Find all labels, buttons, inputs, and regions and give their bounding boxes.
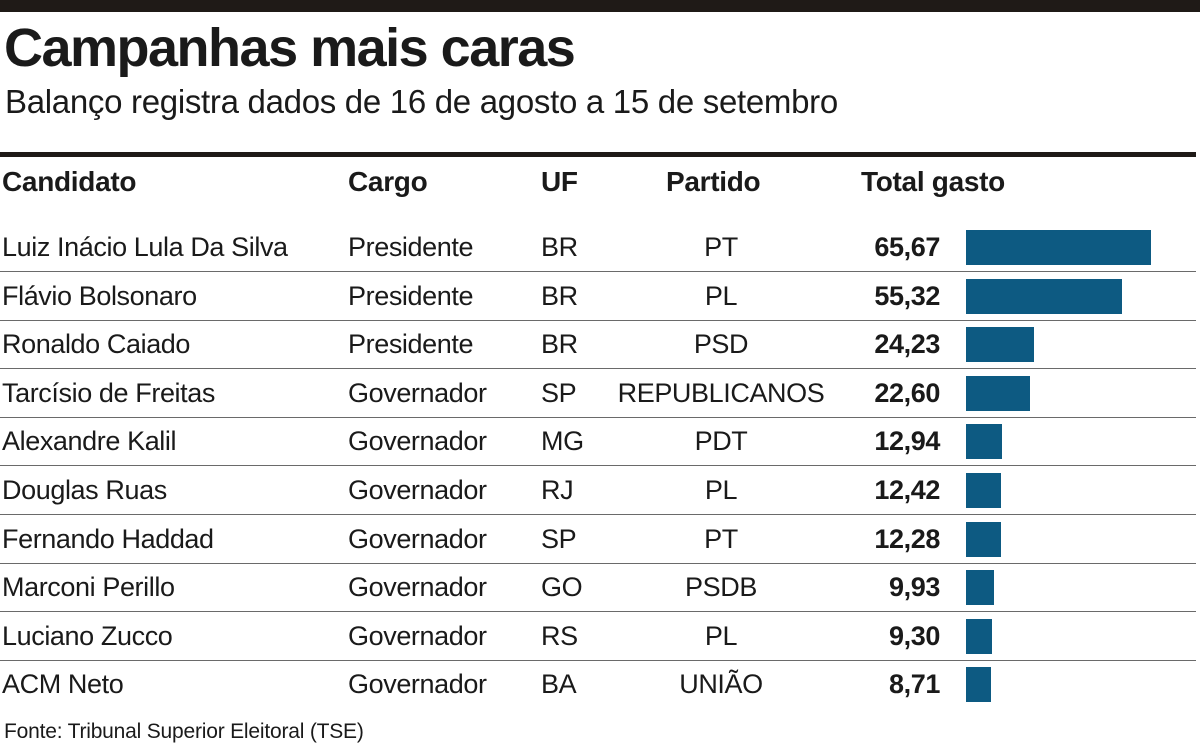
state: BR bbox=[541, 280, 578, 311]
candidate-name: Luiz Inácio Lula Da Silva bbox=[2, 232, 288, 262]
source-note: Fonte: Tribunal Superior Eleitoral (TSE) bbox=[4, 720, 364, 743]
office: Governador bbox=[348, 475, 487, 505]
state: SP bbox=[541, 377, 577, 408]
table-row: Ronaldo Caiado Presidente BR PSD 24,23 bbox=[0, 320, 1196, 370]
office: Governador bbox=[348, 426, 487, 457]
candidate-name: Flávio Bolsonaro bbox=[2, 280, 197, 311]
header-total-gasto: Total gasto bbox=[861, 166, 1005, 197]
office: Presidente bbox=[348, 280, 474, 311]
spending-bar bbox=[966, 473, 1001, 508]
total-spent: 9,30 bbox=[889, 620, 940, 651]
state: BA bbox=[541, 669, 577, 700]
total-spent: 12,28 bbox=[874, 523, 940, 554]
office: Governador bbox=[348, 669, 487, 700]
party: PSDB bbox=[685, 572, 757, 603]
party: PSD bbox=[693, 329, 749, 360]
spending-bar bbox=[966, 327, 1034, 363]
state: BR bbox=[541, 329, 578, 360]
candidate-name: Luciano Zucco bbox=[2, 620, 173, 651]
spending-bar bbox=[966, 570, 994, 606]
party: REPUBLICANOS bbox=[617, 377, 825, 408]
candidate-name: Marconi Perillo bbox=[2, 572, 175, 603]
table-row: Marconi Perillo Governador GO PSDB 9,93 bbox=[0, 563, 1196, 613]
table-row: Tarcísio de Freitas Governador SP REPUBLICA… bbox=[0, 369, 1196, 418]
state: RJ bbox=[541, 475, 574, 505]
state: BR bbox=[541, 232, 578, 262]
state: RS bbox=[541, 620, 578, 651]
state: MG bbox=[541, 426, 584, 457]
party: PL bbox=[704, 475, 738, 505]
total-spent: 12,94 bbox=[874, 426, 940, 457]
office: Governador bbox=[348, 572, 487, 603]
party: PDT bbox=[694, 426, 748, 457]
total-spent: 22,60 bbox=[874, 377, 940, 408]
party: PT bbox=[704, 523, 738, 554]
candidate-name: Douglas Ruas bbox=[2, 475, 167, 505]
party: PL bbox=[704, 620, 738, 651]
header-rule bbox=[0, 152, 1196, 157]
table-row: Flávio Bolsonaro Presidente BR PL 55,32 bbox=[0, 272, 1196, 321]
table-row: Luciano Zucco Governador RS PL 9,30 bbox=[0, 612, 1196, 661]
spending-bar bbox=[966, 618, 992, 654]
office: Governador bbox=[348, 377, 487, 408]
spending-bar bbox=[966, 230, 1151, 265]
candidate-name: Fernando Haddad bbox=[2, 523, 214, 554]
header-cargo: Cargo bbox=[348, 166, 428, 197]
party: PT bbox=[704, 232, 738, 262]
party: UNIÃO bbox=[679, 669, 763, 700]
spending-bar bbox=[966, 424, 1002, 460]
table-row: Fernando Haddad Governador SP PT 12,28 bbox=[0, 515, 1196, 564]
candidate-name: Ronaldo Caiado bbox=[2, 329, 191, 360]
spending-bar bbox=[966, 375, 1030, 411]
spending-bar bbox=[966, 667, 991, 703]
total-spent: 12,42 bbox=[874, 475, 940, 505]
office: Presidente bbox=[348, 329, 474, 360]
state: GO bbox=[541, 572, 583, 603]
total-spent: 24,23 bbox=[874, 329, 940, 360]
candidate-name: Alexandre Kalil bbox=[2, 426, 177, 457]
total-spent: 65,67 bbox=[874, 232, 940, 262]
table-row: Douglas Ruas Governador RJ PL 12,42 bbox=[0, 466, 1196, 515]
header-candidato: Candidato bbox=[2, 166, 137, 197]
candidate-name: Tarcísio de Freitas bbox=[2, 377, 215, 408]
party: PL bbox=[704, 280, 738, 311]
chart-title: Campanhas mais caras bbox=[4, 18, 576, 78]
office: Governador bbox=[348, 620, 487, 651]
total-spent: 9,93 bbox=[889, 572, 940, 603]
total-spent: 8,71 bbox=[889, 669, 940, 700]
table-row: Luiz Inácio Lula Da Silva Presidente BR PT 6… bbox=[0, 223, 1196, 272]
header-uf: UF bbox=[541, 166, 578, 197]
table-row: Alexandre Kalil Governador MG PDT 12,94 bbox=[0, 417, 1196, 467]
spending-bar bbox=[966, 521, 1001, 557]
top-rule bbox=[0, 0, 1200, 12]
table-row: ACM Neto Governador BA UNIÃO 8,71 bbox=[0, 660, 1196, 708]
total-spent: 55,32 bbox=[874, 280, 940, 311]
office: Presidente bbox=[348, 232, 474, 262]
candidate-name: ACM Neto bbox=[2, 669, 124, 700]
spending-bar bbox=[966, 278, 1122, 314]
office: Governador bbox=[348, 523, 487, 554]
state: SP bbox=[541, 523, 577, 554]
chart-subtitle: Balanço registra dados de 16 de agosto a… bbox=[5, 83, 838, 120]
header-partido: Partido bbox=[666, 166, 761, 197]
